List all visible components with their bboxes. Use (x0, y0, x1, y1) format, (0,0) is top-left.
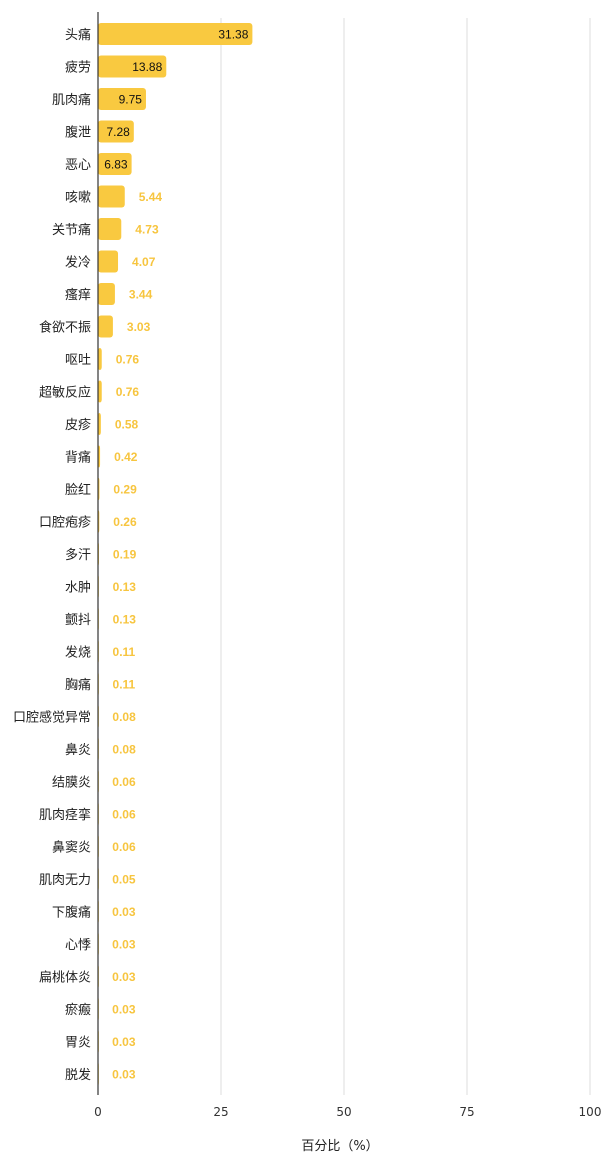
bar (98, 380, 102, 403)
category-label: 多汗 (65, 547, 91, 563)
data-label: 0.03 (112, 970, 136, 984)
data-label: 0.19 (113, 548, 137, 562)
data-label: 0.03 (112, 1003, 136, 1017)
data-label: 3.44 (129, 288, 153, 302)
x-tick-label: 25 (213, 1105, 228, 1119)
x-tick-label: 100 (579, 1105, 602, 1119)
bar (98, 88, 146, 110)
data-label: 0.58 (115, 418, 139, 432)
labels: 0 25 50 75 100 头痛 31.38 疲劳 13.88 肌肉痛 9.75 腹泄 7.28 恶心 6… (13, 27, 601, 1119)
bars (98, 23, 253, 1085)
data-label: 4.73 (135, 223, 159, 237)
data-label: 6.83 (104, 158, 128, 172)
category-label: 胸痛 (65, 677, 91, 693)
category-label: 食欲不振 (39, 320, 91, 336)
gridlines (220, 18, 591, 1095)
data-label: 9.75 (119, 93, 143, 107)
category-label: 背痛 (65, 450, 91, 466)
category-label: 肌肉无力 (39, 873, 91, 888)
data-label: 31.38 (218, 28, 248, 42)
x-tick-label: 0 (94, 1105, 102, 1119)
category-label: 肌肉痛 (52, 92, 91, 108)
data-label: 0.11 (113, 678, 136, 692)
data-label: 0.06 (112, 840, 136, 854)
bar (98, 413, 101, 435)
data-label: 0.06 (112, 775, 136, 789)
data-label: 0.08 (112, 743, 136, 757)
data-label: 0.29 (113, 483, 137, 497)
data-label: 0.08 (112, 710, 136, 724)
data-label: 4.07 (132, 255, 156, 269)
bar (98, 120, 134, 143)
data-label: 7.28 (106, 125, 130, 139)
category-label: 鼻窦炎 (52, 840, 91, 856)
bar (98, 185, 125, 208)
bar (98, 348, 102, 370)
category-label: 心悸 (65, 938, 91, 953)
data-label: 0.03 (112, 938, 136, 952)
category-label: 下腹痛 (52, 905, 91, 921)
data-label: 0.03 (112, 1068, 136, 1082)
data-label: 0.76 (116, 385, 140, 399)
category-label: 水肿 (65, 581, 91, 596)
category-label: 超敏反应 (39, 385, 91, 401)
category-label: 脸红 (65, 482, 91, 498)
category-label: 瘙痒 (65, 287, 91, 303)
category-label: 口腔感觉异常 (13, 710, 91, 726)
category-label: 皮疹 (65, 417, 91, 433)
x-tick-label: 50 (336, 1105, 351, 1119)
data-label: 13.88 (132, 60, 162, 74)
bar (98, 218, 122, 240)
category-label: 鼻炎 (65, 742, 91, 758)
bar (98, 23, 253, 45)
x-tick-label: 75 (459, 1105, 474, 1119)
category-label: 发冷 (65, 255, 91, 271)
category-label: 瘀瘢 (65, 1002, 91, 1018)
data-label: 5.44 (139, 190, 163, 204)
category-label: 恶心 (65, 158, 91, 173)
data-label: 0.03 (112, 905, 136, 919)
category-label: 结膜炎 (52, 776, 91, 791)
data-label: 0.05 (112, 873, 136, 887)
category-label: 关节痛 (52, 222, 91, 238)
data-label: 0.13 (113, 580, 137, 594)
data-label: 3.03 (127, 320, 151, 334)
data-label: 0.26 (113, 515, 137, 529)
data-label: 0.06 (112, 808, 136, 822)
category-label: 疲劳 (65, 60, 91, 76)
category-label: 发烧 (65, 645, 91, 661)
data-label: 0.42 (114, 450, 138, 464)
category-label: 呕吐 (65, 353, 91, 368)
category-label: 胃炎 (65, 1036, 91, 1051)
category-label: 腹泄 (65, 125, 91, 141)
category-label: 扁桃体炎 (39, 971, 91, 986)
data-label: 0.03 (112, 1035, 136, 1049)
category-label: 咳嗽 (65, 191, 91, 206)
bar (98, 153, 132, 175)
category-label: 颤抖 (65, 613, 91, 628)
bar (98, 283, 115, 305)
data-label: 0.76 (116, 353, 140, 367)
category-label: 脱发 (65, 1067, 91, 1083)
data-label: 0.13 (113, 613, 137, 627)
category-label: 头痛 (65, 27, 91, 43)
bar (98, 55, 167, 78)
bar (98, 315, 113, 338)
category-label: 肌肉痉挛 (39, 807, 91, 823)
bar (98, 250, 119, 273)
category-label: 口腔疱疹 (39, 515, 91, 531)
x-axis-title: 百分比（%） (301, 1139, 378, 1154)
data-label: 0.11 (113, 645, 136, 659)
